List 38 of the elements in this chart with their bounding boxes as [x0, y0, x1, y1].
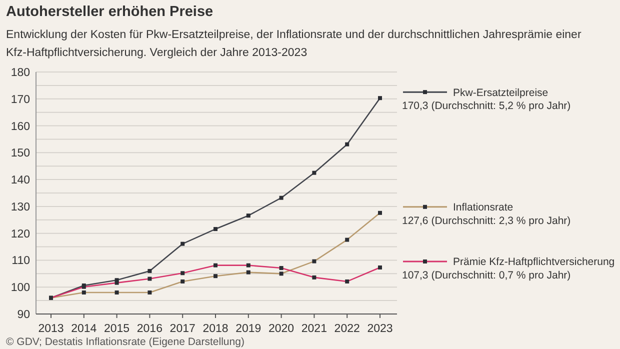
- point: [214, 227, 218, 232]
- y-tick-label: 100: [10, 282, 30, 294]
- point: [148, 268, 152, 273]
- x-tick-label: 2015: [104, 323, 130, 335]
- point: [246, 214, 250, 218]
- text: © GDV; Destatis Inflationsrate (Eigene Darstellung): [6, 336, 244, 348]
- point: [279, 196, 284, 200]
- x-tick-label: 2023: [367, 323, 393, 335]
- legend-label: Inflationsrate: [453, 202, 514, 214]
- chart-title: Autohersteller erhöhen Preise: [6, 4, 214, 20]
- x-tick-label: 2016: [136, 323, 162, 335]
- y-tick-label: 180: [10, 67, 30, 80]
- point: [345, 142, 350, 146]
- y-tick-label: 110: [12, 255, 30, 268]
- y-tick-label: 150: [10, 148, 30, 160]
- chart-subtitle: Entwicklung der Kosten für Pkw-Ersatzteilpreise, der Inflationsrate und der durchschnittlichen Jahresprämie einer Kfz-Haftpflichtversicherung. Vergleich der Jahre 2013-2023: [6, 29, 582, 59]
- legend-label: Prämie Kfz-Haftpflichtversicherung: [453, 256, 615, 268]
- annotation: 127,6 (Durchschnitt: 2,3 % pro Jahr): [402, 214, 571, 227]
- x-tick-label: 2021: [301, 323, 327, 335]
- x-tick-label: 2013: [38, 323, 64, 335]
- legend-label: Pkw-Ersatzteilpreise: [453, 86, 548, 99]
- y-tick-label: 90: [17, 309, 30, 322]
- annotation: 107,3 (Durchschnitt: 0,7 % pro Jahr): [402, 269, 571, 282]
- y-tick-label: 130: [10, 201, 30, 214]
- x-tick-label: 2019: [236, 323, 262, 335]
- x-tick-label: 2018: [202, 323, 228, 335]
- y-tick-label: 160: [10, 120, 30, 133]
- annotation: 170,3 (Durchschnitt: 5,2 % pro Jahr): [402, 100, 571, 112]
- y-tick-label: 170: [10, 94, 30, 106]
- y-tick-label: 140: [10, 174, 30, 187]
- point: [378, 96, 382, 100]
- point: [312, 170, 316, 175]
- y-tick-label: 120: [10, 228, 30, 240]
- x-tick-label: 2022: [334, 323, 360, 335]
- x-tick-label: 2014: [71, 323, 98, 335]
- point: [180, 242, 185, 246]
- x-tick-label: 2017: [170, 323, 196, 335]
- x-tick-label: 2020: [268, 323, 294, 335]
